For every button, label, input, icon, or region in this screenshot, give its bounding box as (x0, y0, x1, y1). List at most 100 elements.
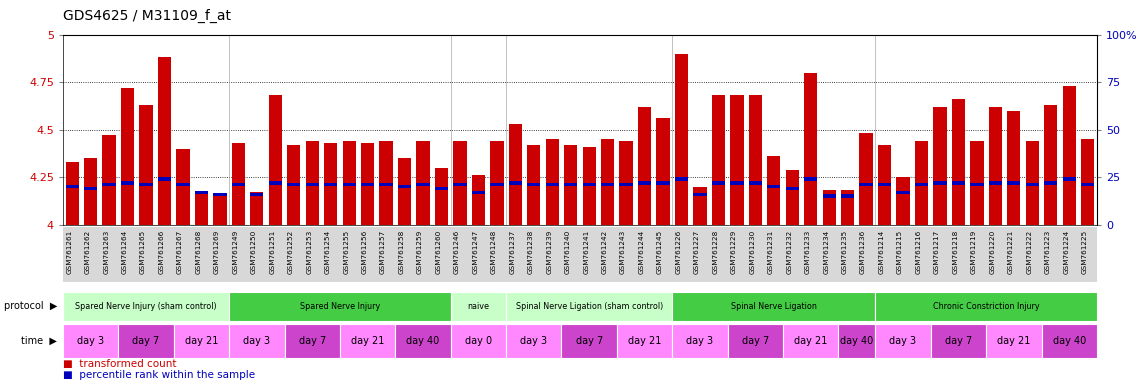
Bar (527, 145, 540, 225)
Bar (506, 324, 561, 358)
Text: GSM761218: GSM761218 (953, 229, 958, 273)
Text: GSM761264: GSM761264 (121, 229, 127, 273)
Bar (989, 181, 1002, 185)
Text: day 21: day 21 (184, 336, 219, 346)
Bar (490, 183, 504, 187)
Text: GSM761252: GSM761252 (287, 229, 294, 273)
Bar (875, 292, 1097, 321)
Text: GSM761226: GSM761226 (676, 229, 681, 273)
Text: GSM761227: GSM761227 (694, 229, 700, 273)
Text: ■  percentile rank within the sample: ■ percentile rank within the sample (63, 370, 255, 380)
Bar (783, 324, 838, 358)
Bar (731, 95, 743, 225)
Bar (915, 141, 929, 225)
Bar (213, 194, 227, 225)
Text: day 7: day 7 (945, 336, 972, 346)
Bar (65, 162, 79, 225)
Bar (785, 169, 799, 225)
Text: GSM761234: GSM761234 (823, 229, 829, 273)
Bar (1042, 324, 1097, 358)
Text: GSM761247: GSM761247 (473, 229, 479, 273)
Bar (435, 168, 448, 225)
Text: GSM761223: GSM761223 (1044, 229, 1051, 273)
Text: day 40: day 40 (840, 336, 874, 346)
Bar (989, 107, 1002, 225)
Bar (398, 185, 411, 188)
Bar (453, 183, 466, 187)
Bar (1008, 181, 1020, 185)
Bar (63, 292, 229, 321)
Bar (564, 183, 577, 187)
Text: time  ▶: time ▶ (22, 336, 57, 346)
Bar (213, 192, 227, 196)
Bar (546, 139, 559, 225)
Text: GSM761241: GSM761241 (583, 229, 590, 273)
Bar (269, 95, 282, 225)
Bar (506, 292, 672, 321)
Bar (269, 181, 282, 185)
Bar (451, 324, 506, 358)
Text: GSM761266: GSM761266 (158, 229, 165, 273)
Text: day 3: day 3 (243, 336, 270, 346)
Bar (63, 324, 118, 358)
Bar (231, 143, 245, 225)
Bar (878, 183, 891, 187)
Text: GSM761215: GSM761215 (897, 229, 903, 273)
Text: GSM761243: GSM761243 (621, 229, 626, 273)
Bar (361, 143, 374, 225)
Bar (84, 158, 97, 225)
Bar (804, 73, 818, 225)
Text: GSM761232: GSM761232 (787, 229, 792, 273)
Text: GSM761251: GSM761251 (269, 229, 275, 273)
Text: GSM761242: GSM761242 (601, 229, 608, 273)
Text: GSM761255: GSM761255 (344, 229, 349, 273)
Bar (674, 177, 688, 181)
Text: GSM761217: GSM761217 (934, 229, 940, 273)
Text: GSM761253: GSM761253 (306, 229, 313, 273)
Text: naive: naive (467, 302, 489, 311)
Text: GSM761258: GSM761258 (398, 229, 404, 273)
Text: GSM761249: GSM761249 (232, 229, 238, 273)
Text: day 21: day 21 (793, 336, 828, 346)
Bar (84, 187, 97, 190)
Bar (508, 124, 522, 225)
Bar (970, 183, 984, 187)
Bar (951, 181, 965, 185)
Bar (121, 88, 134, 225)
Bar (340, 324, 395, 358)
Text: GSM761257: GSM761257 (380, 229, 386, 273)
Text: GSM761254: GSM761254 (325, 229, 331, 273)
Bar (417, 141, 429, 225)
Text: day 7: day 7 (299, 336, 326, 346)
Bar (731, 181, 743, 185)
Text: protocol  ▶: protocol ▶ (3, 301, 57, 311)
Text: Spinal Nerve Ligation (sham control): Spinal Nerve Ligation (sham control) (515, 302, 663, 311)
Text: GSM761246: GSM761246 (453, 229, 460, 273)
Text: GSM761244: GSM761244 (639, 229, 645, 273)
Bar (694, 187, 706, 225)
Bar (1081, 183, 1095, 187)
Text: day 21: day 21 (997, 336, 1030, 346)
Text: Chronic Constriction Injury: Chronic Constriction Injury (933, 302, 1040, 311)
Bar (860, 133, 872, 225)
Bar (490, 141, 504, 225)
Bar (1044, 105, 1057, 225)
Bar (342, 183, 356, 187)
Text: GSM761239: GSM761239 (546, 229, 552, 273)
Text: GSM761269: GSM761269 (214, 229, 220, 273)
Bar (1026, 183, 1039, 187)
Bar (583, 147, 595, 225)
Bar (251, 192, 263, 225)
Text: GSM761216: GSM761216 (916, 229, 922, 273)
Bar (379, 141, 393, 225)
Bar (897, 190, 909, 194)
Bar (804, 177, 818, 181)
Bar (933, 107, 947, 225)
Bar (103, 135, 116, 225)
Text: GSM761265: GSM761265 (140, 229, 147, 273)
Text: GSM761248: GSM761248 (491, 229, 497, 273)
Bar (395, 324, 451, 358)
Text: GSM761228: GSM761228 (712, 229, 718, 273)
Text: Spared Nerve Injury (sham control): Spared Nerve Injury (sham control) (76, 302, 216, 311)
Text: GSM761221: GSM761221 (1008, 229, 1013, 273)
